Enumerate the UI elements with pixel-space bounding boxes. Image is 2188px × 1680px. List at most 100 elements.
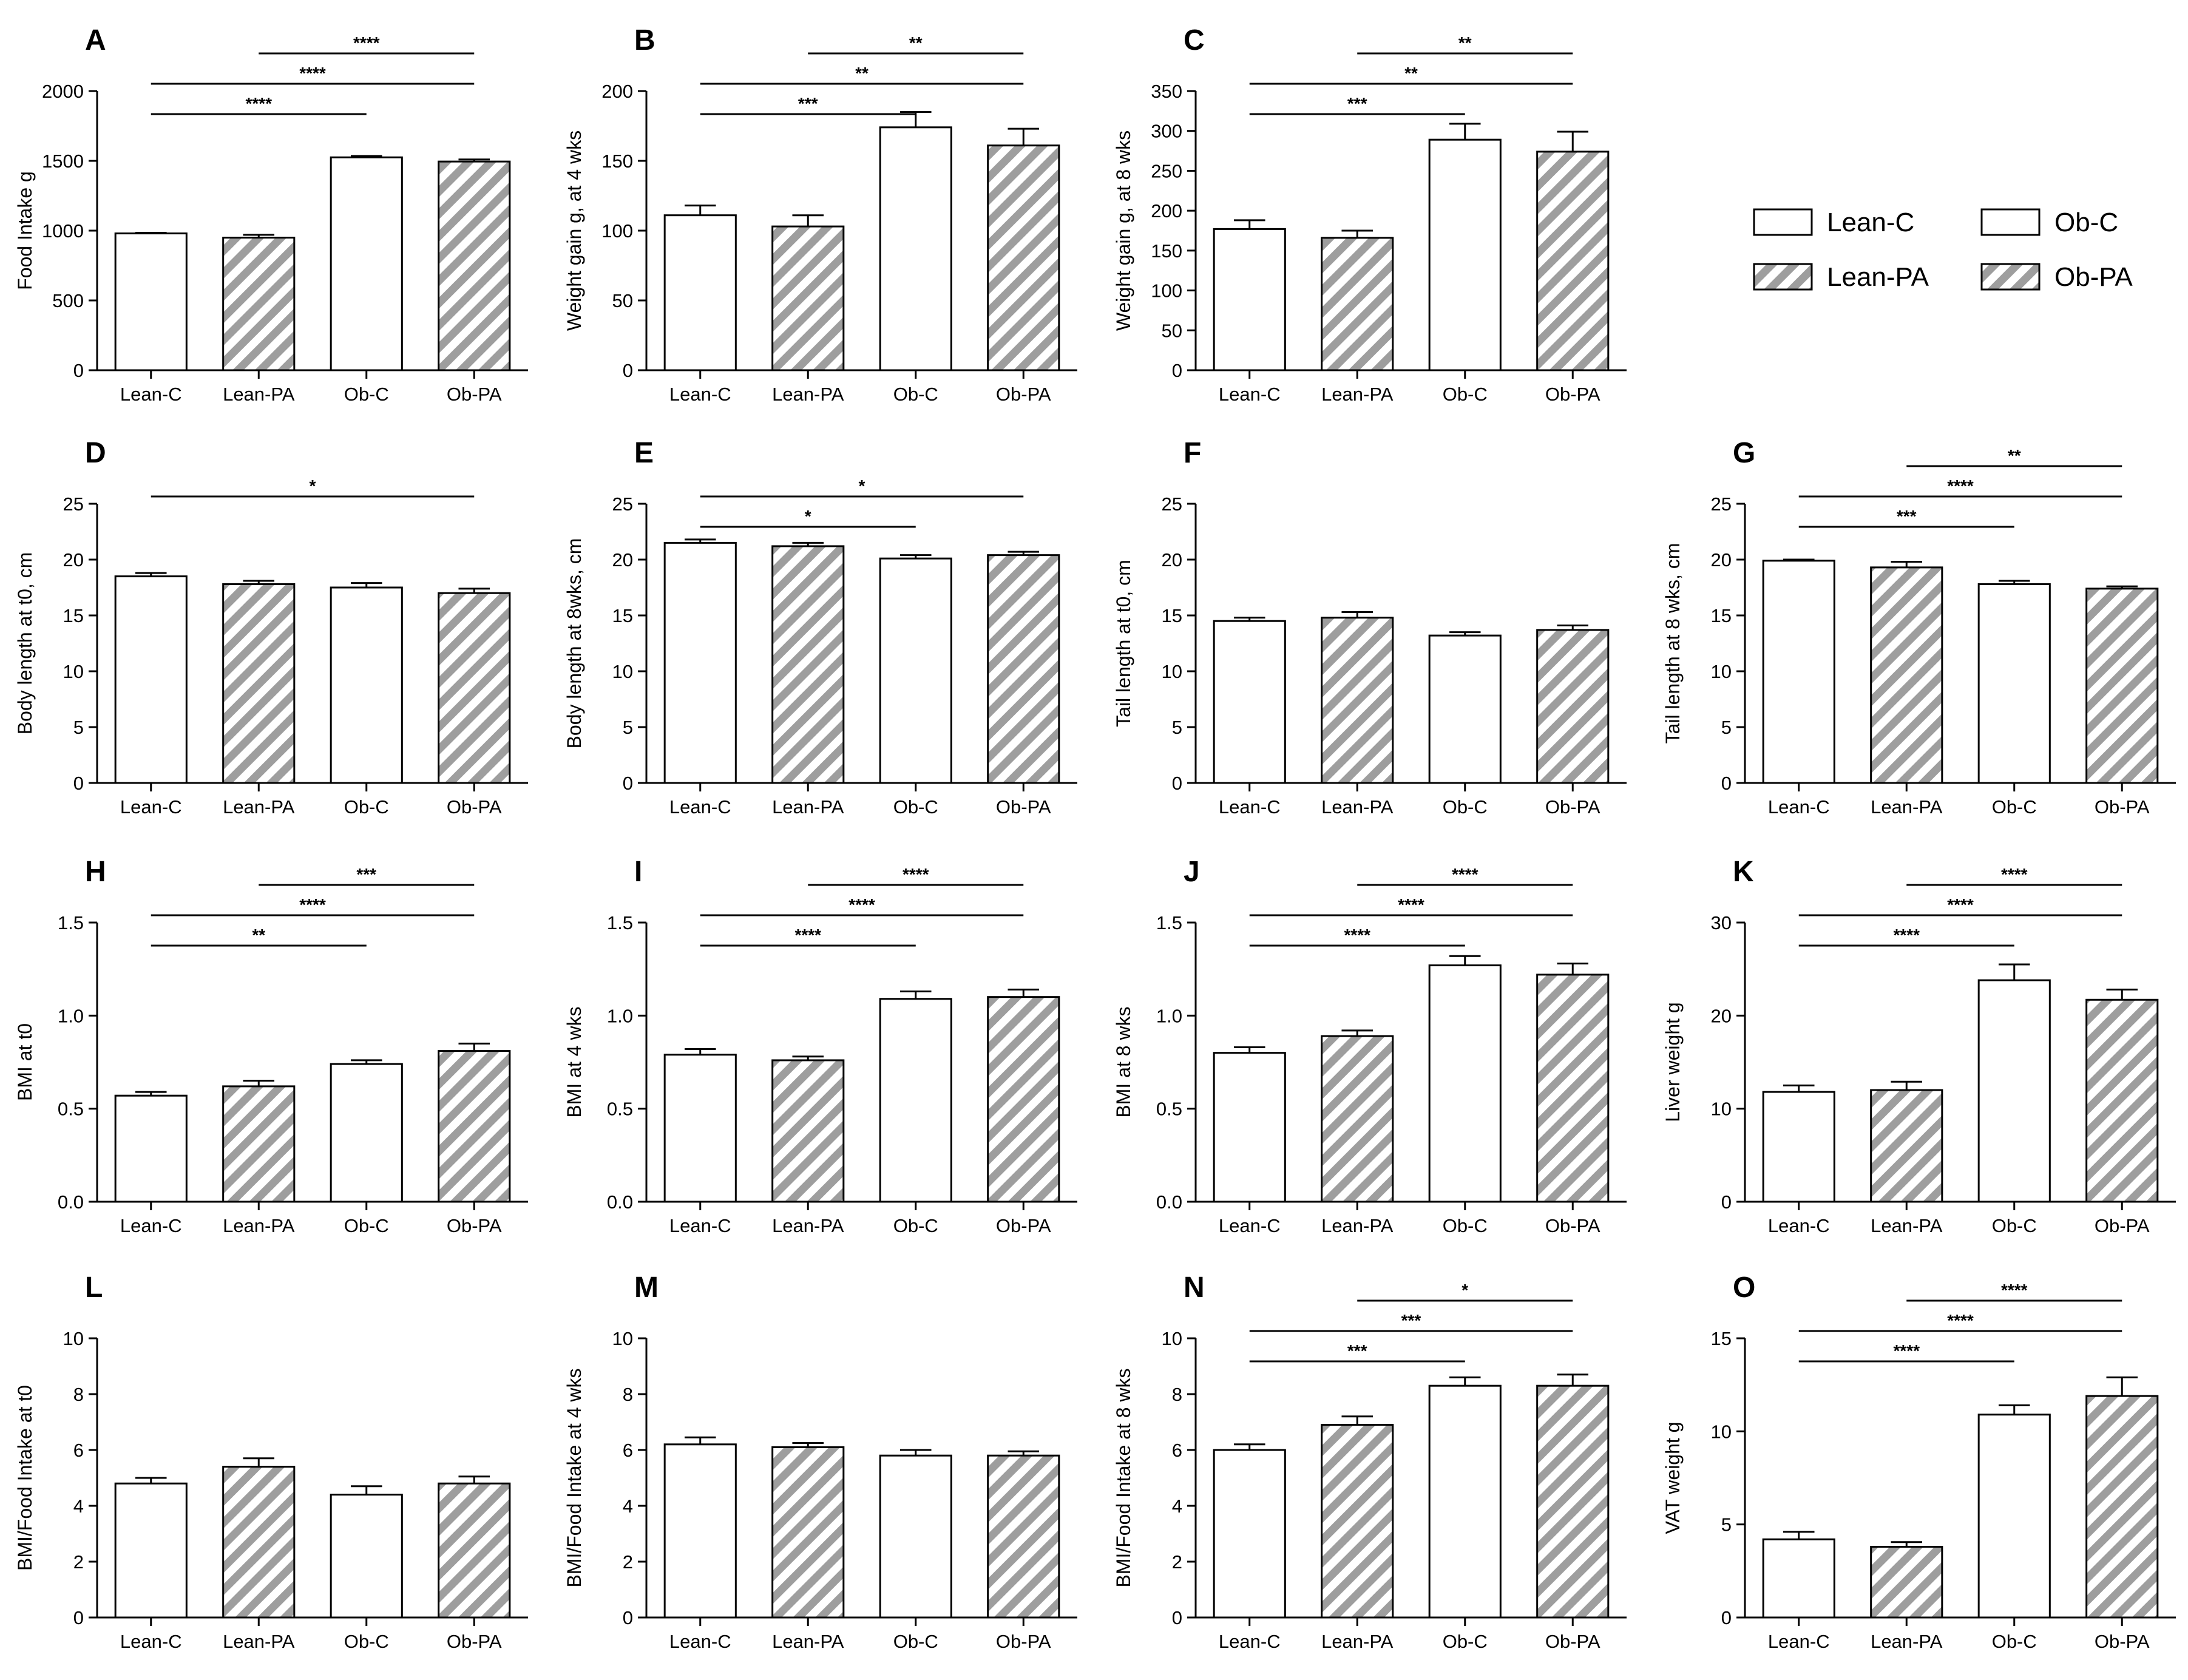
panel-j: J 0.0 0.5 1.0 1.5 BMI at 8 wks Lean-C Lean-PA Ob… [1113, 856, 1627, 1236]
bar-ob-c [1428, 1384, 1502, 1619]
significance-label: **** [1344, 926, 1370, 944]
x-tick-label: Lean-C [1219, 1631, 1281, 1652]
y-tick-label: 0 [1721, 1191, 1732, 1213]
bar-lean-pa [1321, 1424, 1394, 1619]
y-tick-label: 300 [1151, 121, 1182, 142]
x-tick-label: Lean-PA [1321, 796, 1394, 818]
y-tick-label: 10 [1711, 1099, 1732, 1120]
panel-letter: E [634, 437, 654, 469]
bar-ob-c [1428, 964, 1502, 1203]
y-tick-label: 0.0 [58, 1191, 84, 1213]
panel-letter: B [634, 24, 655, 56]
bar-ob-c [879, 1454, 952, 1619]
x-tick-label: Ob-PA [2095, 1631, 2150, 1652]
y-tick-label: 15 [63, 605, 84, 626]
y-axis-label: BMI at 8 wks [1113, 1006, 1134, 1117]
y-tick-label: 10 [1711, 1421, 1732, 1442]
legend-label: Lean-PA [1827, 262, 1929, 292]
x-tick-label: Lean-PA [772, 384, 844, 405]
bar-lean-c [114, 575, 188, 784]
y-tick-label: 0.0 [607, 1191, 633, 1213]
legend: Lean-C Ob-C Lean-PA Ob-PA [1753, 208, 2133, 292]
y-axis-label: Body length at t0, cm [14, 552, 36, 735]
x-tick-label: Lean-C [669, 1631, 731, 1652]
panel-o: O 0 5 10 15 VAT weight g Lean-C Lean-PA Ob-C Ob-P… [1662, 1272, 2176, 1652]
y-tick-label: 0 [1172, 360, 1182, 381]
x-tick-label: Lean-C [669, 384, 731, 405]
y-tick-label: 4 [73, 1495, 84, 1517]
y-tick-label: 8 [73, 1384, 84, 1405]
bar-lean-pa [771, 1446, 845, 1619]
bar-lean-c [114, 1094, 188, 1203]
significance-label: * [805, 507, 811, 526]
bar-ob-c [1977, 583, 2051, 784]
y-tick-label: 15 [612, 605, 633, 626]
panel-letter: F [1184, 437, 1201, 469]
y-tick-label: 0 [1172, 1607, 1182, 1628]
y-tick-label: 1000 [42, 220, 84, 242]
x-tick-label: Ob-PA [2095, 796, 2150, 818]
x-tick-label: Ob-C [1992, 1631, 2037, 1652]
panel-i: I 0.0 0.5 1.0 1.5 BMI at 4 wks Lean-C Lean-PA Ob… [563, 856, 1077, 1236]
x-tick-label: Ob-PA [1545, 796, 1600, 818]
y-tick-label: 0.0 [1156, 1191, 1182, 1213]
legend-item-lean-c: Lean-C [1753, 208, 1914, 237]
panel-e: E 0 5 10 15 20 25 Body length at 8wks, cm Lean-C… [563, 437, 1077, 818]
bar-ob-c [330, 1063, 403, 1203]
y-tick-label: 50 [1162, 320, 1182, 341]
significance-label: **** [299, 64, 326, 83]
significance-label: *** [356, 865, 376, 884]
y-tick-label: 20 [1711, 1005, 1732, 1026]
bar-ob-c [330, 1494, 403, 1619]
x-tick-label: Ob-C [893, 1215, 938, 1236]
significance-label: * [310, 476, 316, 495]
y-tick-label: 100 [601, 220, 633, 242]
y-tick-label: 5 [1721, 717, 1732, 738]
x-tick-label: Lean-PA [772, 1631, 844, 1652]
x-tick-label: Lean-PA [1871, 1631, 1943, 1652]
y-tick-label: 0 [1721, 1607, 1732, 1628]
x-tick-label: Lean-C [1768, 796, 1830, 818]
bar-lean-c [1213, 1052, 1286, 1203]
bar-ob-c [1977, 1414, 2051, 1619]
x-tick-label: Lean-C [120, 1631, 182, 1652]
y-tick-label: 15 [1711, 1328, 1732, 1349]
panel-c: C 0 50 100 150 200 250 300 350 Weight gain g, at … [1113, 24, 1627, 405]
x-tick-label: Lean-C [120, 1215, 182, 1236]
panel-g: G 0 5 10 15 20 25 Tail length at 8 wks, cm Lean-… [1662, 437, 2176, 818]
bar-ob-c [1428, 138, 1502, 371]
x-tick-label: Ob-C [893, 796, 938, 818]
y-tick-label: 30 [1711, 912, 1732, 933]
significance-label: **** [2001, 865, 2028, 884]
bar-lean-pa [1321, 237, 1394, 371]
panel-h: H 0.0 0.5 1.0 1.5 BMI at t0 Lean-C Lean-PA Ob-C O… [14, 856, 528, 1236]
panel-a: A 0 500 1000 1500 2000 Food Intake g Lean-C Lean… [14, 24, 528, 405]
x-tick-label: Lean-PA [772, 1215, 844, 1236]
x-tick-label: Lean-C [669, 796, 731, 818]
y-tick-label: 2 [623, 1551, 633, 1573]
bar-lean-c [663, 541, 737, 784]
y-axis-label: Weight gain g, at 4 wks [563, 130, 585, 331]
bar-ob-pa [2085, 588, 2159, 784]
significance-label: ** [252, 926, 265, 944]
y-tick-label: 1.5 [58, 912, 84, 933]
x-tick-label: Ob-PA [996, 1631, 1051, 1652]
x-tick-label: Lean-C [1219, 796, 1281, 818]
panel-letter: O [1733, 1272, 1755, 1304]
bar-lean-c [1762, 560, 1835, 784]
panel-letter: N [1184, 1272, 1205, 1304]
significance-label: **** [299, 895, 326, 914]
significance-label: ** [1458, 33, 1472, 52]
y-tick-label: 1.5 [607, 912, 633, 933]
y-tick-label: 2000 [42, 81, 84, 102]
bar-ob-pa [438, 1482, 511, 1619]
y-tick-label: 25 [612, 493, 633, 515]
y-tick-label: 0 [623, 773, 633, 794]
bar-lean-c [114, 232, 188, 371]
panel-b: B 0 50 100 150 200 Weight gain g, at 4 wks Lean… [563, 24, 1077, 405]
bar-lean-pa [1870, 1545, 1943, 1619]
y-tick-label: 2 [73, 1551, 84, 1573]
x-tick-label: Lean-PA [223, 1631, 295, 1652]
bar-lean-pa [771, 225, 845, 371]
bar-lean-c [1213, 1449, 1286, 1619]
